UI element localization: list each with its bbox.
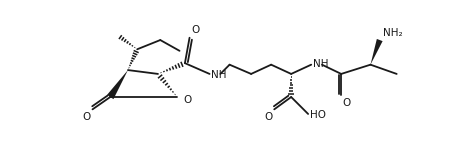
Text: NH₂: NH₂ xyxy=(383,28,403,38)
Text: O: O xyxy=(264,112,273,122)
Text: O: O xyxy=(82,112,90,122)
Text: NH: NH xyxy=(211,70,227,80)
Text: O: O xyxy=(191,25,199,35)
Text: HO: HO xyxy=(310,110,326,120)
Polygon shape xyxy=(371,39,383,65)
Polygon shape xyxy=(107,70,128,99)
Text: O: O xyxy=(184,95,192,105)
Text: NH: NH xyxy=(313,59,328,69)
Text: O: O xyxy=(343,98,351,108)
